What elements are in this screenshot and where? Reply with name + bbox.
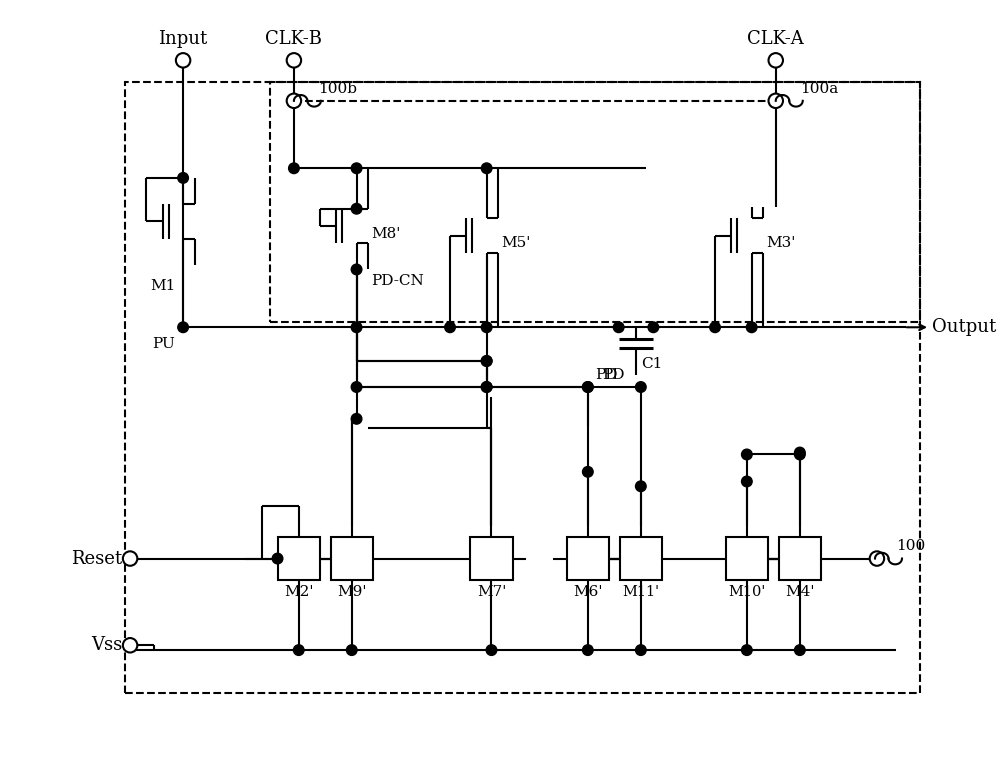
Circle shape (123, 638, 137, 653)
Circle shape (123, 551, 137, 566)
Text: M4': M4' (785, 584, 815, 598)
Text: M2': M2' (284, 584, 313, 598)
Circle shape (870, 551, 884, 566)
Circle shape (287, 94, 301, 108)
Circle shape (795, 449, 805, 460)
Circle shape (481, 382, 492, 392)
Text: Input: Input (158, 29, 208, 48)
Text: C1: C1 (641, 357, 662, 371)
Circle shape (486, 645, 497, 656)
Circle shape (746, 322, 757, 332)
Circle shape (613, 322, 624, 332)
Bar (620, 537, 662, 580)
Circle shape (351, 414, 362, 424)
Circle shape (481, 356, 492, 367)
Bar (470, 537, 513, 580)
Circle shape (636, 382, 646, 392)
Text: 100b: 100b (318, 82, 357, 96)
Text: 100a: 100a (800, 82, 838, 96)
Text: PD: PD (596, 368, 618, 382)
Text: M1: M1 (150, 279, 175, 293)
Circle shape (351, 264, 362, 275)
Text: M9': M9' (337, 584, 366, 598)
Circle shape (351, 163, 362, 174)
Text: M6': M6' (573, 584, 603, 598)
Circle shape (583, 645, 593, 656)
Circle shape (636, 481, 646, 491)
Circle shape (648, 322, 659, 332)
Text: Vss: Vss (91, 636, 122, 654)
Circle shape (351, 382, 362, 392)
Circle shape (176, 53, 190, 67)
Circle shape (583, 467, 593, 477)
Text: PU: PU (153, 337, 175, 351)
Text: M7': M7' (477, 584, 506, 598)
Text: Output: Output (932, 319, 996, 336)
Circle shape (481, 163, 492, 174)
Circle shape (287, 53, 301, 67)
Text: PD: PD (602, 368, 625, 382)
Text: M11': M11' (622, 584, 659, 598)
Bar (331, 537, 373, 580)
Circle shape (445, 322, 455, 332)
Bar (125, 81, 920, 694)
Bar (567, 537, 609, 580)
Text: M10': M10' (728, 584, 766, 598)
Circle shape (742, 476, 752, 487)
Circle shape (583, 382, 593, 392)
Text: 100: 100 (896, 539, 925, 553)
Circle shape (272, 553, 283, 564)
Circle shape (795, 447, 805, 458)
Circle shape (742, 645, 752, 656)
Circle shape (481, 322, 492, 332)
Circle shape (710, 322, 720, 332)
Text: PD-CN: PD-CN (371, 274, 424, 288)
Circle shape (289, 163, 299, 174)
Text: M5': M5' (501, 236, 530, 250)
Bar (270, 81, 920, 322)
Circle shape (293, 645, 304, 656)
Circle shape (583, 382, 593, 392)
Circle shape (769, 53, 783, 67)
Circle shape (481, 356, 492, 367)
Bar (278, 537, 320, 580)
Circle shape (769, 94, 783, 108)
Text: Reset: Reset (71, 549, 122, 567)
Circle shape (346, 645, 357, 656)
Text: CLK-A: CLK-A (747, 29, 804, 48)
Circle shape (636, 645, 646, 656)
Circle shape (351, 322, 362, 332)
Bar (726, 537, 768, 580)
Text: CLK-B: CLK-B (265, 29, 322, 48)
Circle shape (178, 173, 188, 183)
Circle shape (742, 449, 752, 460)
Text: M3': M3' (766, 236, 795, 250)
Text: M8': M8' (371, 227, 400, 241)
Circle shape (178, 322, 188, 332)
Circle shape (481, 382, 492, 392)
Circle shape (795, 645, 805, 656)
Circle shape (351, 204, 362, 214)
Bar (779, 537, 821, 580)
